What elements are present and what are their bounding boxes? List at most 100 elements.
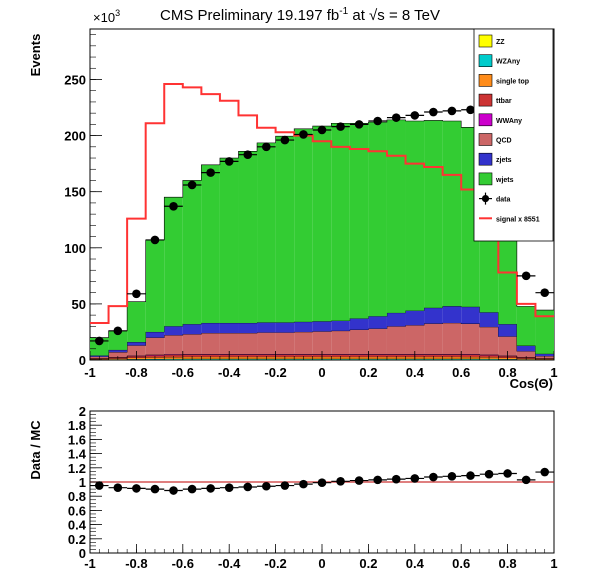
ratio-x-tick-label-4: -0.2 — [264, 556, 286, 571]
legend-swatch-7 — [478, 172, 493, 186]
ratio-point-20 — [466, 471, 475, 480]
bar-zjets-bin-8 — [238, 322, 258, 334]
bar-ttbar-bin-6 — [201, 354, 220, 357]
bar-wjets-bin-1 — [108, 330, 128, 350]
bar-qcd-bin-23 — [516, 351, 536, 358]
bar-qcd-bin-7 — [219, 333, 239, 355]
y-tick-label-4: 200 — [64, 129, 86, 144]
bar-wjets-bin-15 — [368, 122, 387, 317]
bar-wjets-bin-24 — [535, 310, 554, 354]
ratio-y-tick-label-2: 0.4 — [68, 518, 87, 533]
ratio-x-tick-label-10: 1 — [550, 556, 557, 571]
ratio-point-11 — [299, 479, 308, 489]
legend-label-4: WWAny — [496, 118, 522, 125]
ratio-points — [90, 467, 554, 495]
legend-swatch-6 — [478, 152, 493, 166]
bar-zjets-bin-18 — [424, 307, 443, 324]
bar-zjets-bin-23 — [516, 345, 536, 352]
ratio-point-10 — [280, 481, 290, 490]
bar-wjets-bin-8 — [238, 151, 258, 323]
data-point-15 — [373, 116, 382, 126]
bar-wjets-bin-18 — [424, 120, 443, 308]
ratio-point-15 — [373, 475, 382, 485]
bar-qcd-bin-16 — [386, 326, 406, 355]
bar-qcd-bin-2 — [127, 345, 146, 356]
data-point-13 — [336, 122, 345, 131]
bar-zjets-bin-24 — [535, 353, 554, 357]
bar-qcd-bin-22 — [498, 336, 517, 356]
ratio-x-tick-label-0: -1 — [84, 556, 96, 571]
bar-wjets-bin-17 — [405, 121, 425, 311]
bar-zjets-bin-12 — [312, 321, 332, 332]
bar-wjets-bin-12 — [312, 126, 332, 322]
bar-zjets-bin-14 — [349, 318, 369, 330]
x-tick-label-2: -0.6 — [172, 365, 194, 380]
bar-qcd-bin-13 — [331, 330, 350, 355]
y-tick-label-3: 150 — [64, 185, 86, 200]
ratio-y-tick-label-6: 1.2 — [68, 461, 86, 476]
bar-ttbar-bin-14 — [349, 354, 369, 357]
bar-zjets-bin-1 — [108, 349, 128, 353]
x-tick-label-6: 0.2 — [359, 365, 377, 380]
bar-zjets-bin-4 — [164, 326, 183, 336]
data-point-9 — [262, 142, 271, 152]
x-tick-label-10: 1 — [550, 365, 557, 380]
bar-wjets-bin-3 — [145, 239, 165, 332]
bar-qcd-bin-8 — [238, 333, 258, 355]
main-histogram-panel: -1 -0.8 -0.6 -0.4 -0.2 0 0.2 0.4 0.6 0.8 1 0 50 100 15… — [28, 6, 558, 391]
bar-ttbar-bin-11 — [294, 354, 313, 357]
legend-swatch-5 — [478, 133, 493, 146]
bar-zjets-bin-5 — [182, 324, 202, 335]
data-point-5 — [187, 180, 197, 190]
x-axis-label: Cos(Θ) — [510, 376, 553, 391]
data-point-16 — [391, 113, 401, 122]
bar-ttbar-bin-13 — [331, 354, 350, 357]
bar-zjets-bin-22 — [498, 324, 517, 337]
data-point-14 — [354, 120, 364, 129]
legend-swatch-3 — [478, 93, 493, 107]
ratio-x-tick-label-3: -0.4 — [218, 556, 241, 571]
bar-qcd-bin-15 — [368, 328, 387, 355]
bar-qcd-bin-10 — [275, 332, 295, 355]
bar-qcd-bin-17 — [405, 325, 425, 355]
data-point-6 — [206, 168, 215, 177]
ratio-point-0 — [94, 481, 104, 490]
bar-wjets-bin-10 — [275, 136, 295, 323]
y-tick-label-2: 100 — [64, 241, 86, 256]
bar-zjets-bin-17 — [405, 310, 425, 326]
bar-wjets-bin-7 — [219, 158, 239, 323]
ratio-x-tick-label-6: 0.2 — [359, 556, 377, 571]
bar-qcd-bin-3 — [145, 337, 165, 355]
bar-qcd-bin-18 — [424, 323, 443, 355]
legend-label-5: QCD — [496, 138, 512, 145]
data-point-17 — [410, 111, 420, 120]
bar-ttbar-bin-4 — [164, 354, 183, 358]
bar-zjets-bin-7 — [219, 322, 239, 334]
legend-swatch-0 — [478, 34, 493, 48]
ratio-point-1 — [113, 483, 123, 492]
ratio-point-18 — [429, 472, 438, 482]
ratio-point-14 — [354, 476, 364, 485]
bar-wjets-bin-19 — [442, 121, 462, 307]
ratio-point-19 — [447, 472, 457, 481]
ratio-y-tick-label-1: 0.2 — [68, 532, 86, 547]
bar-qcd-bin-1 — [108, 352, 128, 358]
y-tick-label-5: 250 — [64, 72, 86, 87]
data-point-1 — [113, 326, 123, 336]
bar-ttbar-bin-8 — [238, 354, 258, 357]
ratio-point-9 — [262, 481, 271, 491]
y-axis-multiplier: ×103 — [93, 8, 120, 25]
data-point-0 — [94, 336, 104, 346]
legend-label-7: wjets — [495, 177, 514, 184]
x-tick-label-0: -1 — [84, 365, 96, 380]
ratio-point-5 — [187, 484, 197, 494]
bar-wjets-bin-4 — [164, 197, 183, 327]
x-tick-label-9: 0.8 — [499, 365, 517, 380]
ratio-y-tick-label-7: 1.4 — [68, 447, 87, 462]
bar-ttbar-bin-15 — [368, 354, 387, 357]
x-tick-label-7: 0.4 — [406, 365, 425, 380]
ratio-point-6 — [206, 484, 215, 493]
bar-wjets-bin-0 — [90, 337, 109, 356]
chart-title: CMS Preliminary 19.197 fb-1 at √s = 8 Te… — [160, 6, 440, 24]
